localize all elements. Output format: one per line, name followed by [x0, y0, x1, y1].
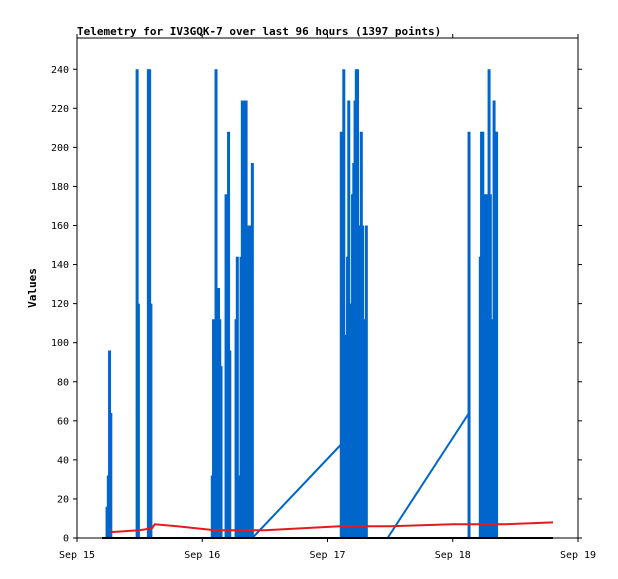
y-tick-label-7: 140	[51, 260, 69, 271]
y-tick-label-1: 20	[57, 494, 69, 505]
y-axis-label: Values	[26, 268, 39, 308]
y-tick-label-9: 180	[51, 182, 69, 193]
y-tick-label-5: 100	[51, 338, 69, 349]
y-axis: 0 20 40 60 80 100 120 140 160 180 200 220 240	[51, 65, 582, 545]
plot-marks	[102, 69, 554, 539]
y-tick-label-8: 160	[51, 221, 69, 232]
x-tick-label-2: Sep 17	[309, 550, 345, 561]
x-tick-label-0: Sep 15	[59, 550, 95, 561]
series-0-connector-1	[386, 412, 470, 539]
y-tick-label-4: 80	[57, 377, 69, 388]
x-tick-label-4: Sep 19	[560, 550, 596, 561]
series-0-connector-0	[251, 443, 343, 539]
chart-title: Telemetry for IV3GQK-7 over last 96 hour…	[77, 25, 441, 38]
y-tick-label-11: 220	[51, 104, 69, 115]
x-tick-label-1: Sep 16	[184, 550, 220, 561]
y-tick-label-10: 200	[51, 143, 69, 154]
x-tick-label-3: Sep 18	[435, 550, 471, 561]
y-tick-label-2: 40	[57, 455, 69, 466]
y-tick-label-3: 60	[57, 416, 69, 427]
y-tick-label-12: 240	[51, 65, 69, 76]
x-axis: Sep 15 Sep 16 Sep 17 Sep 18 Sep 19	[59, 34, 596, 561]
series-1-line	[110, 521, 554, 534]
y-tick-label-6: 120	[51, 299, 69, 310]
y-tick-label-0: 0	[63, 534, 69, 545]
